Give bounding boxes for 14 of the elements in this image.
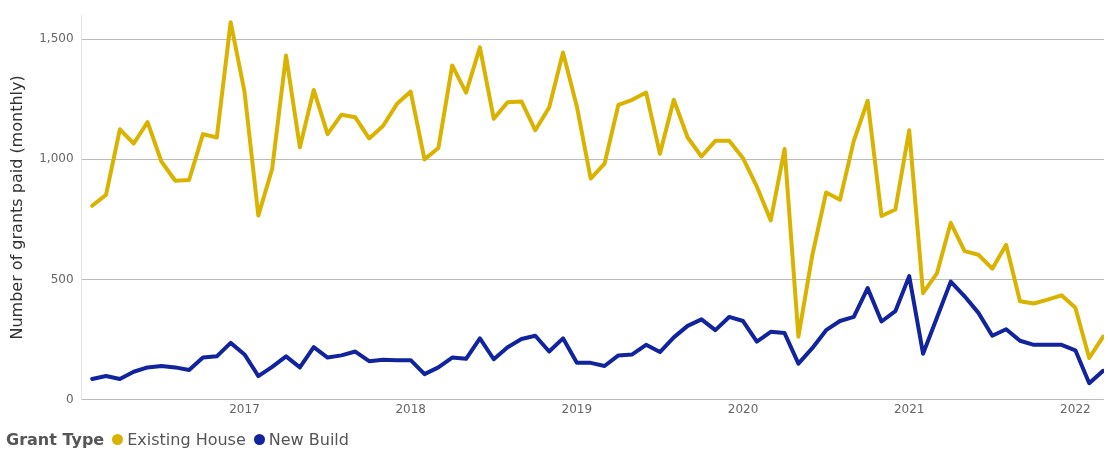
legend-label: New Build bbox=[268, 430, 349, 449]
legend-label: Existing House bbox=[127, 430, 246, 449]
x-tick-label: 2019 bbox=[561, 401, 593, 416]
x-tick-label: 2017 bbox=[229, 401, 260, 416]
x-tick-label: 2022 bbox=[1060, 401, 1091, 416]
y-axis-title: Number of grants paid (monthly) bbox=[6, 75, 26, 340]
y-tick-label: 0 bbox=[65, 391, 74, 406]
x-tick-label: 2021 bbox=[893, 401, 925, 416]
y-tick-label: 500 bbox=[50, 271, 74, 286]
legend-title: Grant Type bbox=[6, 430, 105, 449]
y-tick-label: 1,500 bbox=[39, 31, 74, 46]
x-tick-label: 2018 bbox=[395, 401, 426, 416]
y-tick-label: 1,000 bbox=[39, 151, 74, 166]
x-tick-label: 2020 bbox=[727, 401, 759, 416]
